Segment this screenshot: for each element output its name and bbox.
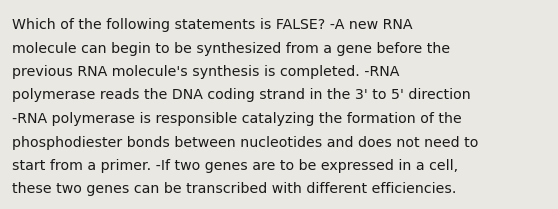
- Text: polymerase reads the DNA coding strand in the 3' to 5' direction: polymerase reads the DNA coding strand i…: [12, 88, 471, 102]
- Text: phosphodiester bonds between nucleotides and does not need to: phosphodiester bonds between nucleotides…: [12, 135, 478, 149]
- Text: molecule can begin to be synthesized from a gene before the: molecule can begin to be synthesized fro…: [12, 42, 450, 56]
- Text: previous RNA molecule's synthesis is completed. -RNA: previous RNA molecule's synthesis is com…: [12, 65, 400, 79]
- Text: these two genes can be transcribed with different efficiencies.: these two genes can be transcribed with …: [12, 182, 456, 196]
- Text: -RNA polymerase is responsible catalyzing the formation of the: -RNA polymerase is responsible catalyzin…: [12, 112, 462, 126]
- Text: start from a primer. -If two genes are to be expressed in a cell,: start from a primer. -If two genes are t…: [12, 159, 458, 173]
- Text: Which of the following statements is FALSE? -A new RNA: Which of the following statements is FAL…: [12, 18, 412, 32]
